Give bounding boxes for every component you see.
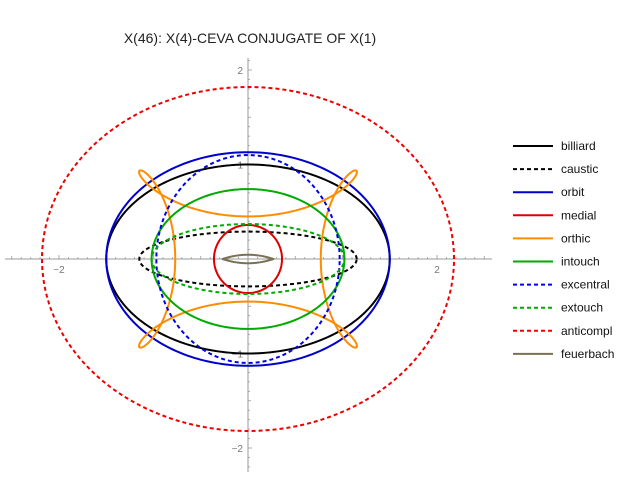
x-tick-label: 2: [434, 265, 440, 276]
legend-label-billiard: billiard: [561, 139, 596, 153]
x-tick-label: −2: [53, 265, 65, 276]
legend-label-caustic: caustic: [561, 162, 598, 176]
y-tick-label: −1: [232, 350, 244, 361]
legend: billiard caustic orbit medial orthic intouch e…: [513, 139, 614, 361]
curve-excentral: [155, 154, 341, 364]
y-tick-label: 1: [237, 161, 243, 172]
curve-feuerbach: [221, 253, 275, 265]
legend-label-extouch: extouch: [561, 301, 603, 315]
legend-label-orthic: orthic: [561, 231, 590, 245]
curve-orbit: [105, 151, 391, 367]
legend-label-intouch: intouch: [561, 255, 600, 269]
curve-extouch: [150, 223, 346, 295]
legend-label-anticompl: anticompl: [561, 324, 612, 338]
chart-title: X(46): X(4)-CEVA CONJUGATE OF X(1): [124, 30, 376, 46]
legend-label-feuerbach: feuerbach: [561, 347, 614, 361]
axes: −2 2 2 1 −1 −2: [5, 58, 492, 472]
legend-label-medial: medial: [561, 208, 596, 222]
legend-label-orbit: orbit: [561, 185, 585, 199]
curve-orthic: [138, 169, 358, 349]
y-tick-label: 2: [237, 66, 243, 77]
curve-medial: [212, 223, 284, 295]
curve-caustic: [138, 230, 358, 288]
legend-label-excentral: excentral: [561, 278, 610, 292]
plot-curves: [40, 86, 456, 432]
curve-anticompl: [40, 86, 456, 432]
y-tick-label: −2: [232, 444, 244, 455]
